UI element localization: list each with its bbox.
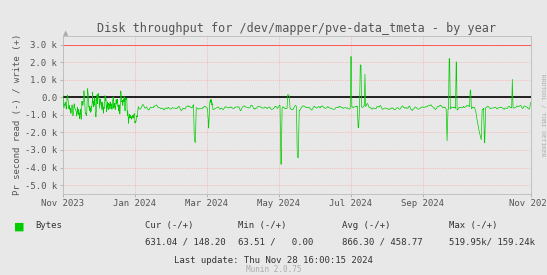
Text: 866.30 / 458.77: 866.30 / 458.77 <box>342 237 422 246</box>
Text: ▲: ▲ <box>63 30 68 36</box>
Text: Last update: Thu Nov 28 16:00:15 2024: Last update: Thu Nov 28 16:00:15 2024 <box>174 256 373 265</box>
Text: ■: ■ <box>14 221 24 231</box>
Text: Cur (-/+): Cur (-/+) <box>145 221 193 230</box>
Text: RRDTOOL / TOBI OETIKER: RRDTOOL / TOBI OETIKER <box>541 74 546 157</box>
Text: 63.51 /   0.00: 63.51 / 0.00 <box>238 237 313 246</box>
Title: Disk throughput for /dev/mapper/pve-data_tmeta - by year: Disk throughput for /dev/mapper/pve-data… <box>97 21 496 35</box>
Text: Munin 2.0.75: Munin 2.0.75 <box>246 265 301 274</box>
Text: Bytes: Bytes <box>36 221 62 230</box>
Text: Avg (-/+): Avg (-/+) <box>342 221 390 230</box>
Text: Max (-/+): Max (-/+) <box>449 221 497 230</box>
Y-axis label: Pr second read (-) / write (+): Pr second read (-) / write (+) <box>13 34 22 196</box>
Text: 519.95k/ 159.24k: 519.95k/ 159.24k <box>449 237 534 246</box>
Text: Min (-/+): Min (-/+) <box>238 221 286 230</box>
Text: 631.04 / 148.20: 631.04 / 148.20 <box>145 237 225 246</box>
